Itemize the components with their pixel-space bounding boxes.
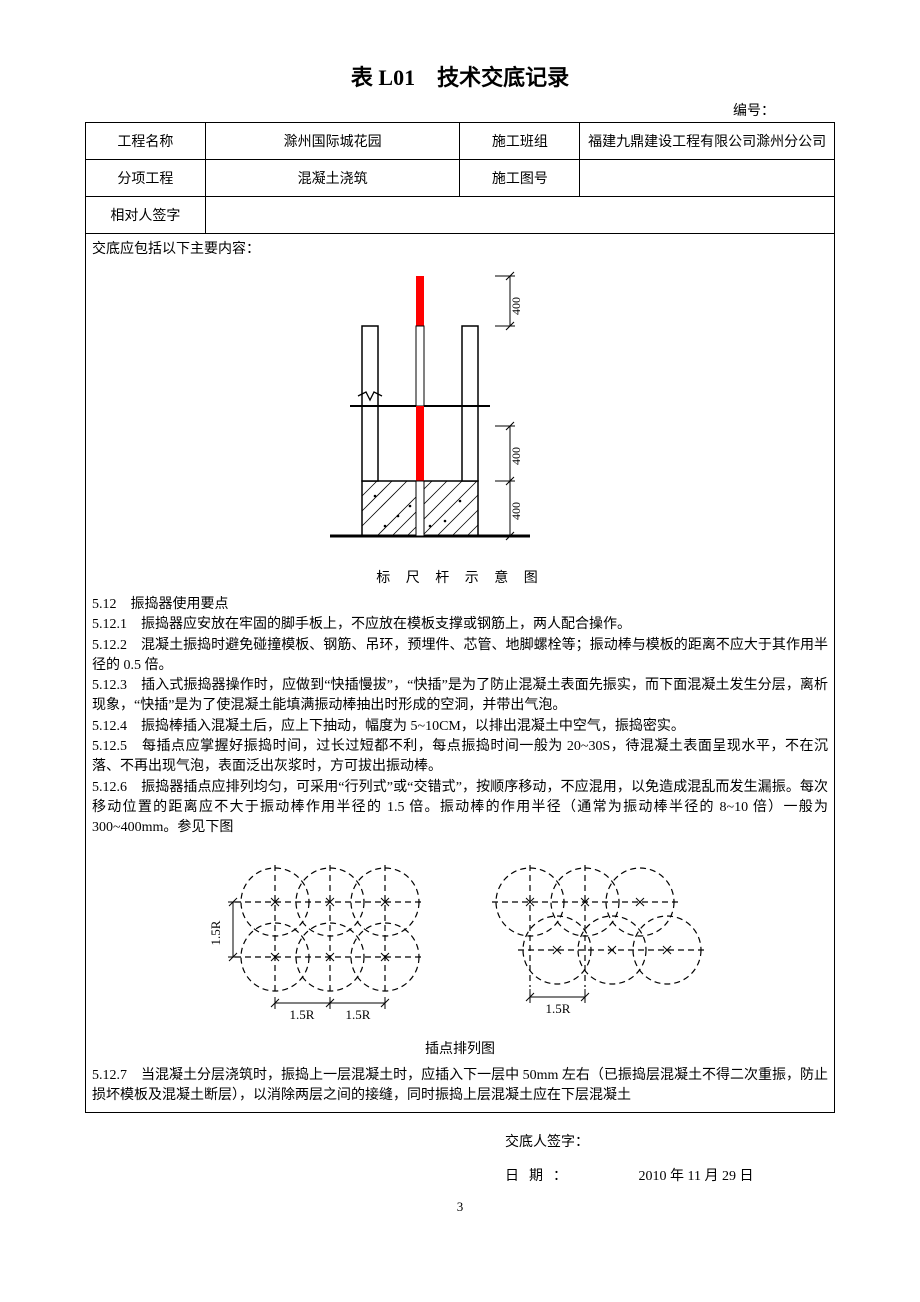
date-label: 日期：: [505, 1165, 585, 1185]
cell-team-value: 福建九鼎建设工程有限公司滁州分公司: [580, 123, 835, 160]
staff-diagram: 400 400 400: [92, 266, 828, 561]
cell-drawing-label: 施工图号: [460, 160, 580, 197]
staff-diagram-caption: 标 尺 杆 示 意 图: [92, 567, 828, 587]
cell-counterparty-label: 相对人签字: [86, 197, 206, 234]
dim-h-1-5r-c: 1.5R: [546, 1001, 571, 1016]
dim-400-bot: 400: [509, 502, 523, 520]
insertion-pattern-caption: 插点排列图: [92, 1038, 828, 1058]
cell-project-label: 工程名称: [86, 123, 206, 160]
para-5-12-5: 5.12.5 每插点应掌握好振捣时间，过长过短都不利，每点振捣时间一般为 20~…: [92, 737, 828, 778]
para-5-12: 5.12 振捣器使用要点: [92, 595, 828, 615]
signoff-block: 交底人签字： 日期： 2010 年 11 月 29 日: [85, 1131, 835, 1185]
header-table: 工程名称 滁州国际城花园 施工班组 福建九鼎建设工程有限公司滁州分公司 分项工程…: [85, 122, 835, 234]
signer-label: 交底人签字：: [505, 1131, 835, 1151]
para-5-12-2: 5.12.2 混凝土振捣时避免碰撞模板、钢筋、吊环，预埋件、芯管、地脚螺栓等；振…: [92, 636, 828, 677]
insertion-pattern-svg: 1.5R 1.5R 1.5R 1.5R: [180, 847, 740, 1027]
cell-subproject-label: 分项工程: [86, 160, 206, 197]
cell-team-label: 施工班组: [460, 123, 580, 160]
dim-400-mid: 400: [509, 447, 523, 465]
cell-counterparty-value: [205, 197, 834, 234]
para-5-12-6: 5.12.6 振捣器插点应排列均匀，可采用“行列式”或“交错式”，按顺序移动，不…: [92, 778, 828, 839]
dim-h-1-5r-b: 1.5R: [346, 1007, 371, 1022]
date-value: 2010 年 11 月 29 日: [639, 1169, 754, 1184]
date-row: 日期： 2010 年 11 月 29 日: [505, 1165, 835, 1185]
cell-project-value: 滁州国际城花园: [205, 123, 460, 160]
para-5-12-7: 5.12.7 当混凝土分层浇筑时，振捣上一层混凝土时，应插入下一层中 50mm …: [92, 1066, 828, 1107]
dim-v-1-5r: 1.5R: [208, 920, 223, 945]
cell-drawing-value: [580, 160, 835, 197]
intro-text: 交底应包括以下主要内容：: [92, 238, 828, 258]
dim-h-1-5r-a: 1.5R: [290, 1007, 315, 1022]
table-row: 分项工程 混凝土浇筑 施工图号: [86, 160, 835, 197]
content-box: 交底应包括以下主要内容：: [85, 234, 835, 1113]
doc-title: 表 L01 技术交底记录: [85, 60, 835, 92]
page-number: 3: [85, 1199, 835, 1215]
serial-label: 编号：: [85, 100, 835, 120]
para-5-12-3: 5.12.3 插入式振捣器操作时，应做到“快插慢拔”，“快插”是为了防止混凝土表…: [92, 676, 828, 717]
table-row: 相对人签字: [86, 197, 835, 234]
dim-400-top: 400: [509, 297, 523, 315]
para-5-12-1: 5.12.1 振捣器应安放在牢固的脚手板上，不应放在模板支撑或钢筋上，两人配合操…: [92, 615, 828, 635]
insertion-pattern-diagram: 1.5R 1.5R 1.5R 1.5R: [92, 847, 828, 1032]
para-5-12-4: 5.12.4 振捣棒插入混凝土后，应上下抽动，幅度为 5~10CM，以排出混凝土…: [92, 717, 828, 737]
table-row: 工程名称 滁州国际城花园 施工班组 福建九鼎建设工程有限公司滁州分公司: [86, 123, 835, 160]
staff-diagram-svg: 400 400 400: [320, 266, 600, 556]
cell-subproject-value: 混凝土浇筑: [205, 160, 460, 197]
